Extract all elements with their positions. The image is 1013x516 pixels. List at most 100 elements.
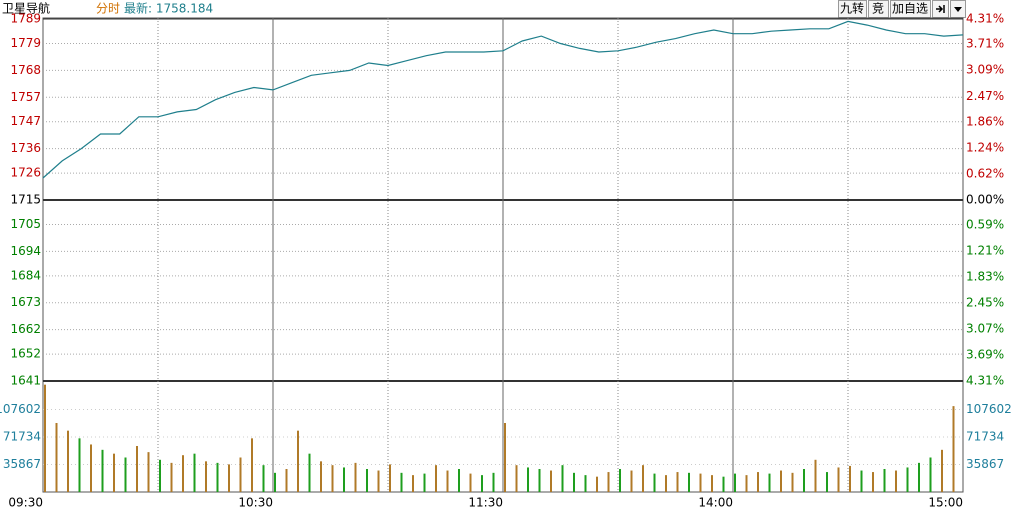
y-tick-label: 1662 xyxy=(10,322,41,336)
volume-bar xyxy=(826,472,828,492)
volume-bar xyxy=(872,472,874,492)
y-tick-label: 1779 xyxy=(10,36,41,50)
volume-bar xyxy=(239,457,242,492)
volume-bar xyxy=(780,470,782,492)
button[interactable]: 九转 xyxy=(840,1,864,16)
volume-bar xyxy=(619,468,621,492)
y2-tick-label: 0.59% xyxy=(966,217,1004,231)
volume-bar xyxy=(308,453,311,492)
y2-tick-label: 1.24% xyxy=(966,140,1004,154)
volume-bar xyxy=(113,453,115,492)
latest-price: 最新: 1758.184 xyxy=(124,1,213,16)
y2-tick-label: 3.09% xyxy=(966,63,1004,77)
volume-bar xyxy=(688,472,690,492)
y-tick-label: 1684 xyxy=(10,268,41,282)
volume-tick-label: 107602 xyxy=(0,402,41,416)
volume-bar xyxy=(952,406,955,492)
y2-tick-label: 3.07% xyxy=(966,321,1004,335)
volume-bar xyxy=(159,459,161,492)
y2-tick-label: 1.21% xyxy=(966,243,1004,257)
button[interactable]: 竞 xyxy=(872,2,884,16)
volume-bar xyxy=(584,475,587,492)
volume-tick-label: 71734 xyxy=(3,430,41,444)
volume-bar xyxy=(665,475,667,492)
volume-bar xyxy=(768,473,771,492)
volume-bar xyxy=(136,445,138,492)
y-tick-label: 1715 xyxy=(10,193,41,207)
volume-bar xyxy=(400,472,403,492)
volume-bar xyxy=(676,472,679,492)
y-tick-label: 1673 xyxy=(10,295,41,309)
volume-bar xyxy=(55,422,58,492)
volume-bar xyxy=(895,470,897,492)
volume-bar xyxy=(274,472,276,492)
volume-bar xyxy=(435,465,437,492)
y-tick-label: 1726 xyxy=(10,166,41,180)
volume-bar xyxy=(331,465,334,492)
x-tick-label: 14:00 xyxy=(698,496,733,510)
button[interactable]: 加自选 xyxy=(892,2,928,16)
y-tick-label: 1641 xyxy=(10,374,41,388)
y-tick-label: 1768 xyxy=(10,63,41,77)
volume-bar xyxy=(596,476,598,492)
y2-tick-label: 4.31% xyxy=(966,374,1004,388)
volume-bar xyxy=(458,468,460,492)
volume-bar xyxy=(320,461,322,492)
y2-tick-label: 2.47% xyxy=(966,89,1004,103)
volume-bar xyxy=(918,462,920,492)
volume-bar xyxy=(538,468,541,492)
mode-label[interactable]: 分时 xyxy=(96,2,120,16)
y2-tick-label: 3.69% xyxy=(966,347,1004,361)
volume-bar xyxy=(251,438,253,492)
volume-bar xyxy=(78,438,81,492)
y2-tick-label: 4.31% xyxy=(966,12,1004,26)
volume-bar xyxy=(147,452,150,492)
y-tick-label: 1789 xyxy=(10,12,41,26)
volume-bar xyxy=(941,449,943,492)
volume-bar xyxy=(527,467,529,492)
volume-bar xyxy=(124,457,127,492)
volume-bar xyxy=(883,468,886,492)
volume-bar xyxy=(216,462,219,492)
volume-bar xyxy=(849,465,851,492)
x-tick-label: 15:00 xyxy=(928,496,963,510)
y2-tick-label: 0.62% xyxy=(966,166,1004,180)
y2-tick-label: 2.45% xyxy=(966,295,1004,309)
volume-bar xyxy=(90,444,92,492)
dropdown-icon xyxy=(954,7,962,12)
volume-bar xyxy=(745,475,748,492)
volume-bar xyxy=(205,461,207,492)
price-line xyxy=(42,20,964,179)
volume-bar xyxy=(630,470,633,492)
volume-tick-label: 35867 xyxy=(3,457,41,471)
volume-bar xyxy=(814,459,817,492)
y-tick-label: 1747 xyxy=(10,114,41,128)
y-tick-label: 1694 xyxy=(10,244,41,258)
volume-bar xyxy=(412,475,414,492)
volume-bar xyxy=(469,473,472,492)
volume-bar xyxy=(860,470,863,492)
volume-bar xyxy=(101,449,104,492)
volume-bar xyxy=(653,473,656,492)
volume-bar xyxy=(561,465,564,492)
volume-bar xyxy=(757,472,759,492)
volume-bar xyxy=(67,430,69,492)
y-tick-label: 1736 xyxy=(10,141,41,155)
volume-bar xyxy=(481,475,483,492)
volume-bar xyxy=(492,472,495,492)
y2-tick-label: 1.83% xyxy=(966,269,1004,283)
volume-bar xyxy=(389,464,391,492)
volume-bar xyxy=(573,472,575,492)
x-tick-label: 11:30 xyxy=(468,496,503,510)
y2-tick-label: 3.71% xyxy=(966,37,1004,51)
volume-bar xyxy=(182,455,184,492)
volume-bar xyxy=(262,465,265,492)
y-tick-label: 1705 xyxy=(10,217,41,231)
volume-bar xyxy=(550,470,552,492)
volume-bar xyxy=(515,465,518,492)
x-tick-label: 10:30 xyxy=(238,496,273,510)
volume-bar xyxy=(193,453,196,492)
volume-bar xyxy=(170,462,173,492)
